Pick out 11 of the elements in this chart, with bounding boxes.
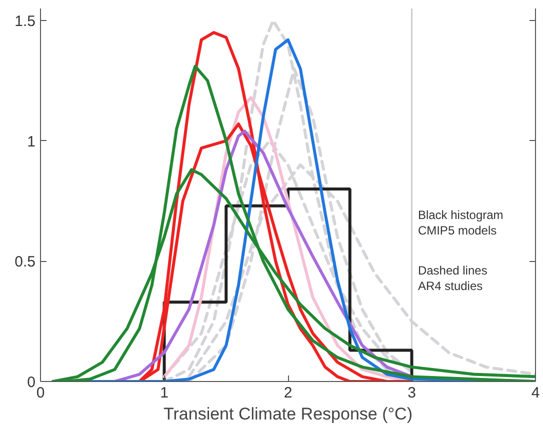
y-tick-label: 1.5 bbox=[14, 13, 36, 30]
y-tick-label: 1 bbox=[27, 133, 36, 150]
x-tick-label: 2 bbox=[284, 384, 292, 402]
x-tick-label: 4 bbox=[531, 384, 540, 402]
x-tick-label: 3 bbox=[408, 384, 416, 402]
x-tick-label: 1 bbox=[160, 384, 168, 402]
annotation: Dashed lines AR4 studies bbox=[418, 264, 488, 293]
y-tick-label: 0.5 bbox=[14, 254, 36, 271]
y-tick-label: 0 bbox=[27, 374, 36, 391]
x-axis-title: Transient Climate Response (°C) bbox=[164, 404, 412, 424]
annotation: Black histogram CMIP5 models bbox=[418, 208, 504, 238]
